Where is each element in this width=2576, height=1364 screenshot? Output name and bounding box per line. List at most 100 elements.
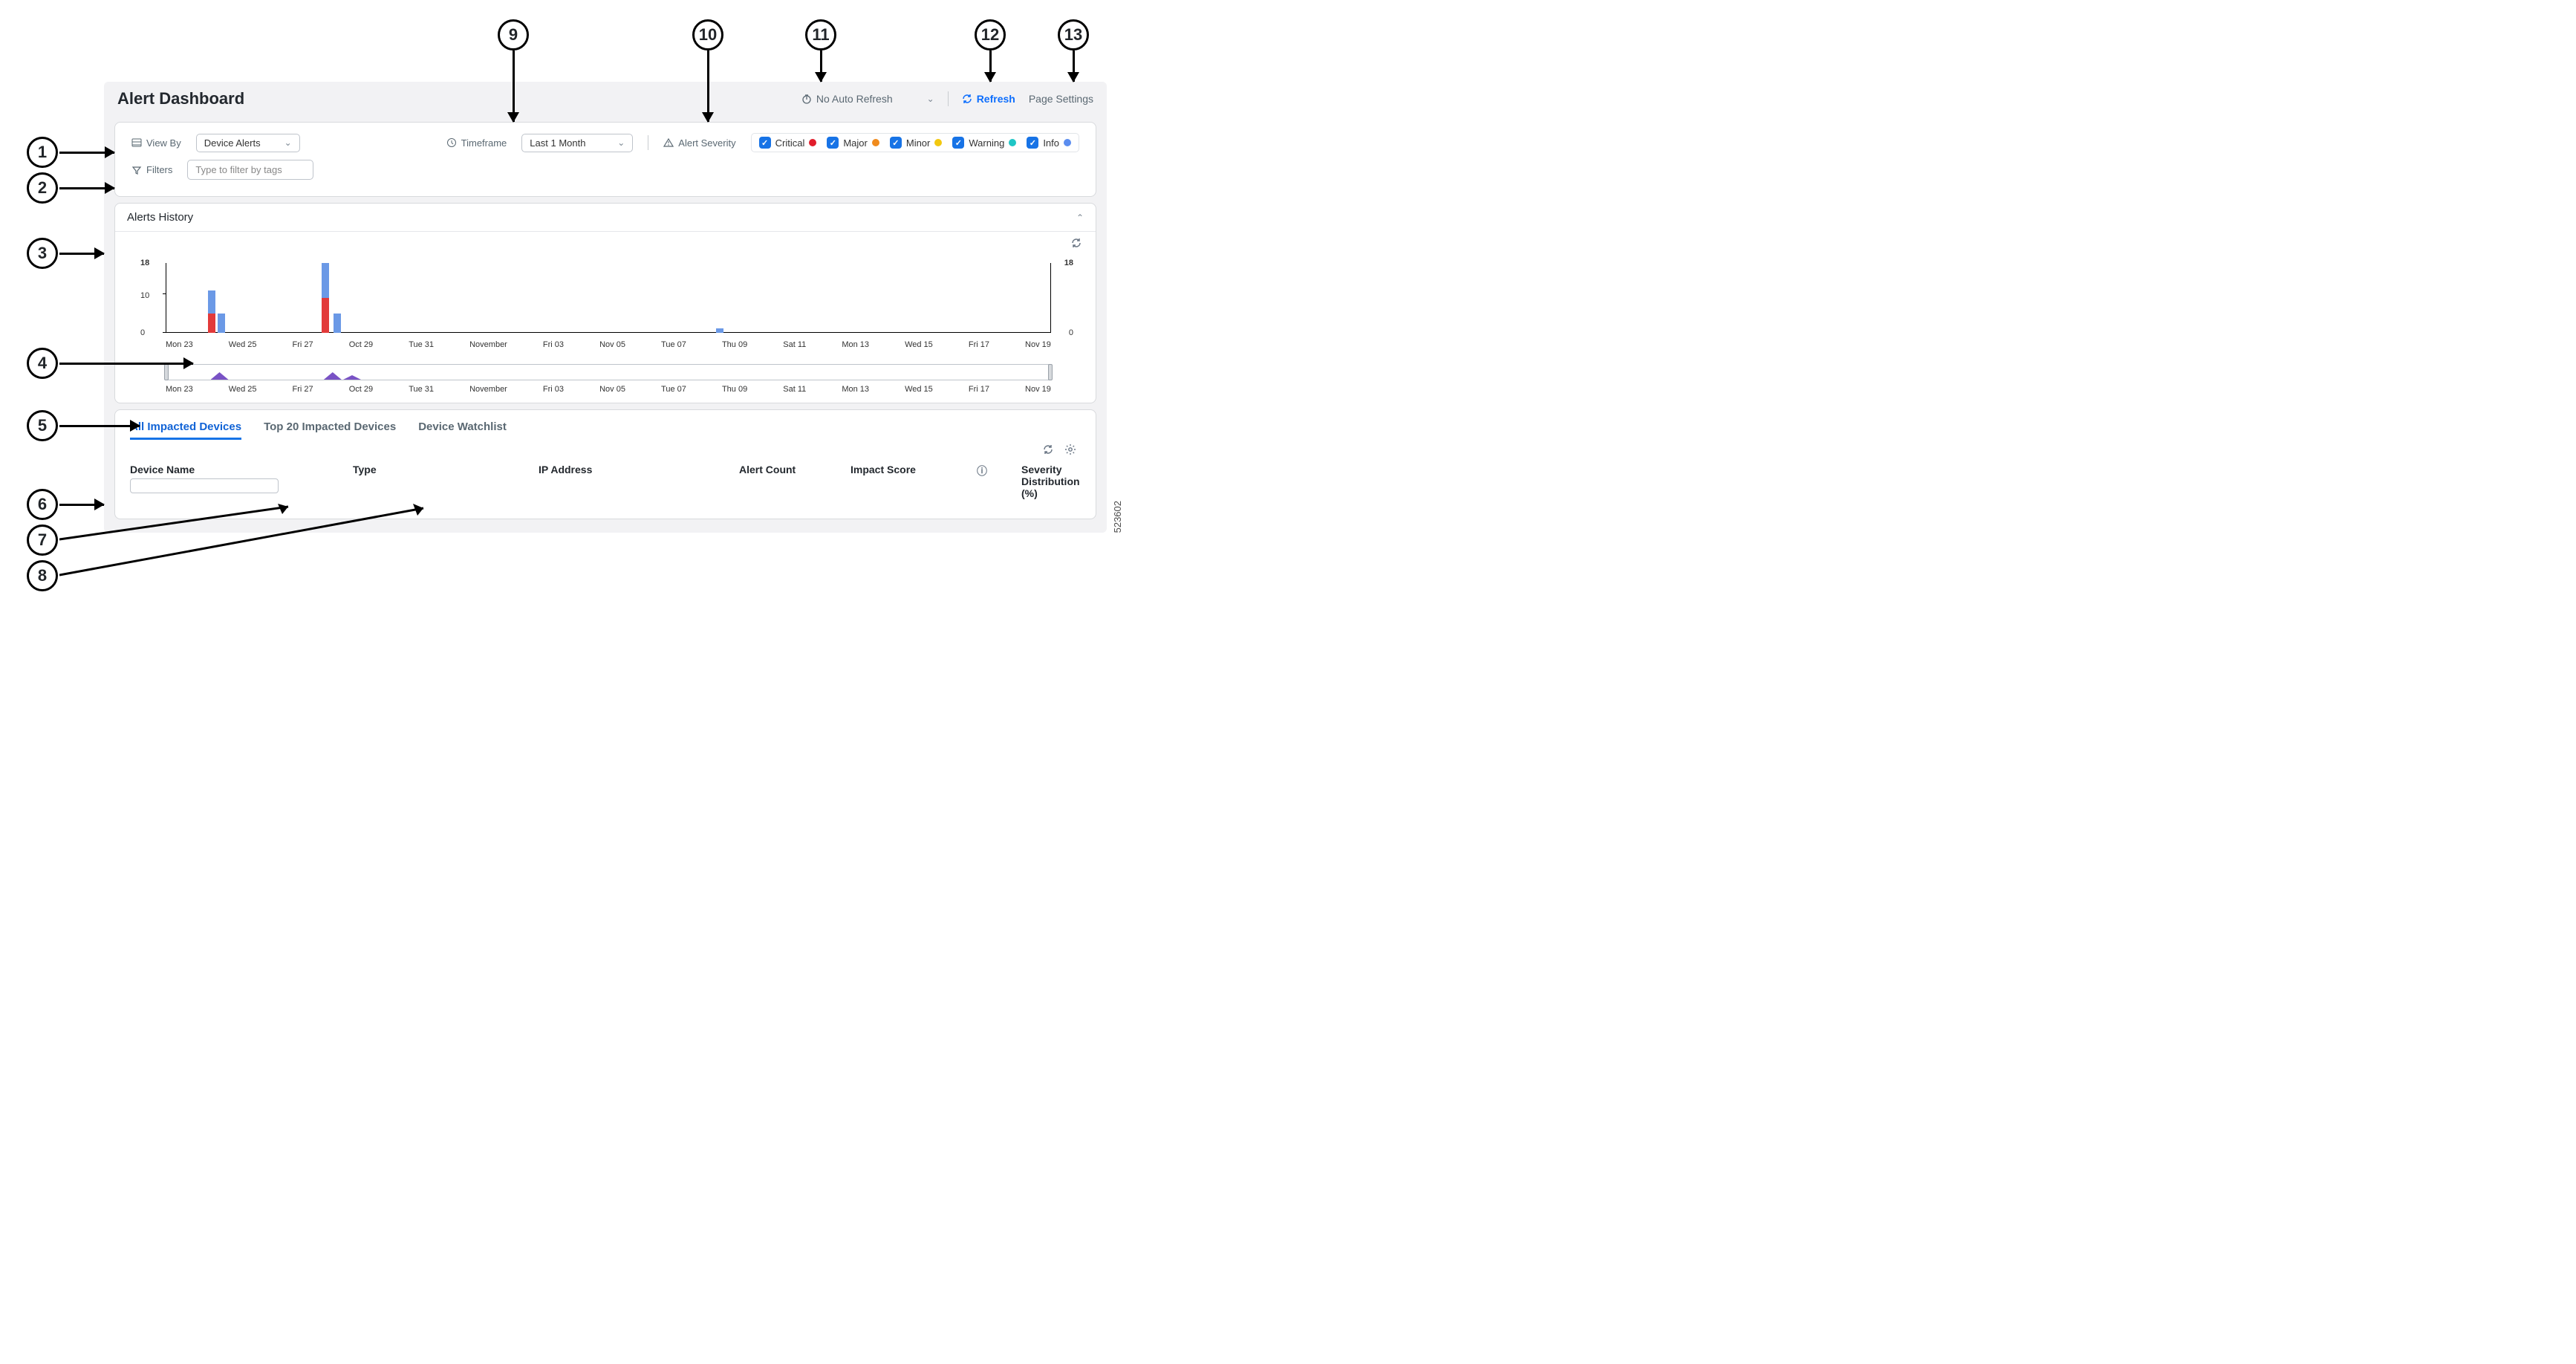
severity-dot-icon — [1064, 139, 1071, 146]
brush-handle-left[interactable] — [164, 364, 169, 380]
x-tick-label: Mon 13 — [842, 385, 869, 394]
timeline-brush[interactable]: Mon 23Wed 25Fri 27Oct 29Tue 31NovemberFr… — [130, 357, 1081, 391]
refresh-icon — [962, 94, 972, 104]
tab-all-impacted-devices[interactable]: All Impacted Devices — [130, 420, 241, 440]
tag-filter-input[interactable]: Type to filter by tags — [187, 160, 313, 180]
severity-critical[interactable]: Critical — [759, 137, 817, 149]
chart-refresh-icon[interactable] — [1070, 236, 1082, 249]
callout-13: 13 — [1058, 19, 1089, 51]
x-tick-label: Fri 27 — [293, 340, 313, 349]
x-tick-label: Mon 23 — [166, 385, 193, 394]
refresh-label: Refresh — [977, 93, 1015, 105]
timeframe-value: Last 1 Month — [530, 137, 585, 149]
tab-device-watchlist[interactable]: Device Watchlist — [418, 420, 507, 440]
severity-dot-icon — [1009, 139, 1016, 146]
timeframe-select[interactable]: Last 1 Month ⌄ — [521, 134, 633, 152]
col-alert-count: Alert Count — [739, 464, 821, 499]
callout-9: 9 — [498, 19, 529, 51]
callout-2: 2 — [27, 172, 58, 204]
alerts-history-panel: Alerts History ⌃ 0 10 18 0 18 — [114, 203, 1096, 403]
callout-arrow-3 — [59, 253, 104, 255]
refresh-button[interactable]: Refresh — [962, 93, 1015, 105]
table-refresh-icon[interactable] — [1042, 443, 1054, 455]
col-ip-address: IP Address — [539, 464, 709, 499]
severity-label: Major — [843, 137, 868, 149]
tab-top-20-impacted-devices[interactable]: Top 20 Impacted Devices — [264, 420, 396, 440]
callout-11: 11 — [805, 19, 836, 51]
alerts-history-title: Alerts History — [127, 211, 193, 224]
view-by-value: Device Alerts — [204, 137, 261, 149]
auto-refresh-dropdown[interactable]: No Auto Refresh ⌄ — [801, 93, 934, 105]
callout-arrow-11 — [820, 51, 822, 82]
x-tick-label: Tue 07 — [661, 340, 686, 349]
x-tick-label: Mon 13 — [842, 340, 869, 349]
callout-3: 3 — [27, 238, 58, 269]
x-tick-label: Nov 19 — [1025, 385, 1051, 394]
clock-icon — [446, 137, 457, 148]
filters-text: Filters — [146, 164, 172, 175]
list-icon — [131, 137, 142, 148]
callout-arrow-4 — [59, 363, 193, 365]
x-tick-label: Nov 05 — [599, 340, 625, 349]
callout-6: 6 — [27, 489, 58, 520]
image-id: 523602 — [1112, 501, 1123, 533]
x-tick-label: Wed 15 — [905, 385, 933, 394]
devices-tabs: All Impacted Devices Top 20 Impacted Devi… — [115, 410, 1096, 444]
alert-dashboard: Alert Dashboard No Auto Refresh ⌄ Refres… — [104, 82, 1107, 533]
severity-label: Minor — [906, 137, 931, 149]
severity-dot-icon — [934, 139, 942, 146]
alert-severity-text: Alert Severity — [678, 137, 735, 149]
callout-1: 1 — [27, 137, 58, 168]
x-tick-label: Oct 29 — [349, 340, 373, 349]
callout-arrow-10 — [707, 51, 709, 122]
severity-dot-icon — [872, 139, 879, 146]
chevron-down-icon: ⌄ — [617, 137, 625, 148]
severity-dot-icon — [809, 139, 816, 146]
timeframe-text: Timeframe — [461, 137, 507, 149]
severity-minor[interactable]: Minor — [890, 137, 943, 149]
x-tick-label: Fri 03 — [543, 340, 564, 349]
device-name-filter-input[interactable] — [130, 478, 279, 493]
severity-label: Critical — [775, 137, 805, 149]
x-tick-label: Thu 09 — [722, 340, 747, 349]
callout-arrow-13 — [1073, 51, 1075, 82]
help-icon[interactable]: ⓘ — [977, 464, 992, 499]
checkbox-icon — [952, 137, 964, 149]
auto-refresh-label: No Auto Refresh — [816, 93, 893, 105]
bar-segment — [334, 314, 341, 333]
x-tick-label: Fri 03 — [543, 385, 564, 394]
x-tick-label: Tue 31 — [409, 385, 434, 394]
bar-segment — [716, 328, 723, 333]
timeframe-label: Timeframe — [446, 137, 507, 149]
bar-segment — [322, 298, 329, 333]
brush-handle-right[interactable] — [1048, 364, 1053, 380]
view-by-select[interactable]: Device Alerts ⌄ — [196, 134, 300, 152]
impacted-devices-panel: All Impacted Devices Top 20 Impacted Devi… — [114, 409, 1096, 519]
callout-arrow-2 — [59, 187, 114, 189]
gear-icon[interactable] — [1064, 443, 1076, 455]
severity-warning[interactable]: Warning — [952, 137, 1016, 149]
callout-arrow-12 — [989, 51, 992, 82]
x-tick-label: Fri 17 — [969, 340, 989, 349]
callout-arrow-1 — [59, 152, 114, 154]
checkbox-icon — [1027, 137, 1038, 149]
x-tick-label: Oct 29 — [349, 385, 373, 394]
collapse-icon[interactable]: ⌃ — [1076, 212, 1084, 223]
filter-icon — [131, 165, 142, 175]
severity-info[interactable]: Info — [1027, 137, 1071, 149]
col-severity-dist: Severity Distribution (%) — [1021, 464, 1081, 499]
checkbox-icon — [759, 137, 771, 149]
page-settings-button[interactable]: Page Settings — [1029, 93, 1093, 105]
page-title: Alert Dashboard — [117, 89, 244, 108]
x-tick-label: Wed 15 — [905, 340, 933, 349]
x-tick-label: Mon 23 — [166, 340, 193, 349]
x-tick-label: Sat 11 — [783, 385, 806, 394]
x-tick-label: Nov 19 — [1025, 340, 1051, 349]
devices-table-header: Device Name Type IP Address Alert Count … — [115, 444, 1096, 504]
timer-icon — [801, 94, 812, 104]
severity-major[interactable]: Major — [827, 137, 879, 149]
view-by-label: View By — [131, 137, 181, 149]
x-tick-label: Sat 11 — [783, 340, 806, 349]
dashboard-header: Alert Dashboard No Auto Refresh ⌄ Refres… — [104, 82, 1107, 116]
chevron-down-icon: ⌄ — [927, 94, 934, 104]
